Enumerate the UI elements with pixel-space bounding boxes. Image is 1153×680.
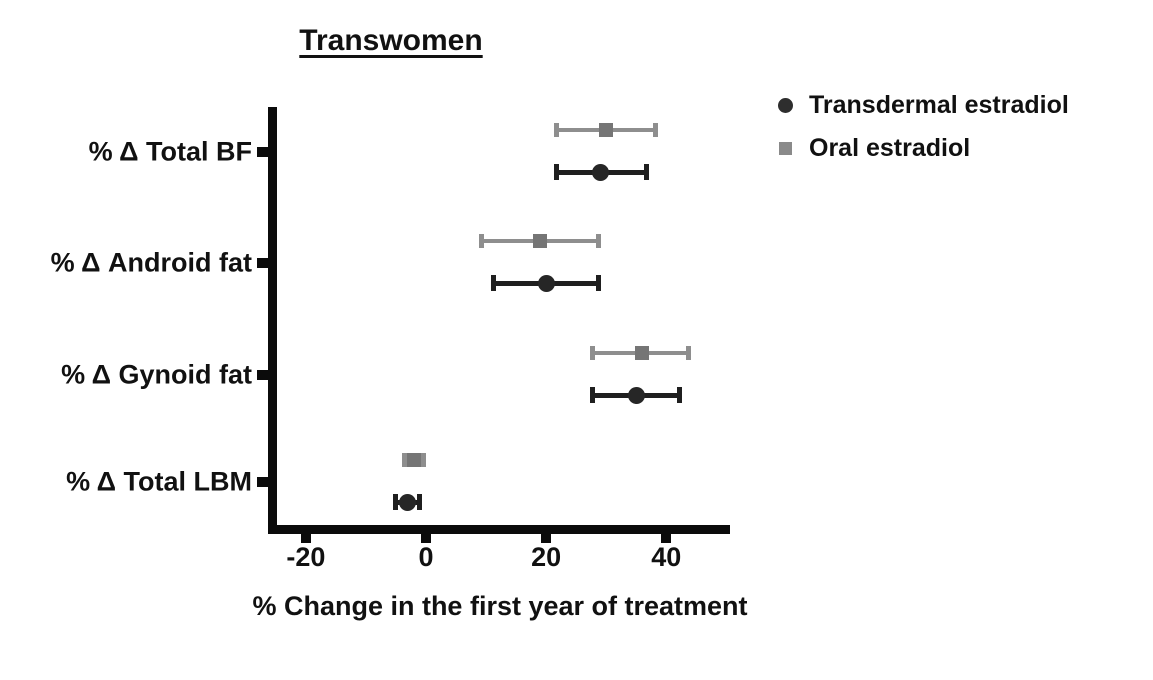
x-tick-label: 20 [531, 542, 562, 572]
error-bar-cap-left [401, 453, 407, 467]
data-marker-square [599, 123, 614, 137]
data-marker-square [406, 453, 421, 467]
error-bar-cap-left [491, 275, 497, 291]
category-label: % Δ Total BF [88, 136, 252, 167]
error-bar-cap-right [421, 453, 427, 467]
legend-item-transdermal-estradiol: Transdermal estradiol [778, 84, 1069, 127]
data-marker-circle [537, 274, 555, 292]
data-marker-square [635, 346, 650, 360]
y-tick [257, 147, 268, 157]
error-bar-cap-right [677, 387, 683, 403]
square-marker-icon [779, 142, 792, 155]
x-axis-title: % Change in the first year of treatment [252, 591, 748, 621]
chart-title: Transwomen [299, 24, 483, 57]
legend-label: Oral estradiol [809, 134, 971, 162]
legend-item-oral-estradiol: Oral estradiol [778, 127, 1069, 170]
data-marker-circle [591, 163, 609, 181]
legend: Transdermal estradiol Oral estradiol [778, 84, 1069, 170]
y-tick [257, 258, 268, 268]
category-label: % Δ Total LBM [66, 466, 252, 497]
error-bar-cap-left [590, 346, 596, 360]
x-tick-label: 40 [651, 542, 682, 572]
data-marker-circle [627, 386, 645, 404]
error-bar-cap-right [644, 164, 650, 180]
x-tick-label: 0 [418, 542, 434, 572]
legend-label: Transdermal estradiol [809, 91, 1069, 119]
error-bar-cap-left [393, 494, 399, 510]
error-bar-cap-left [479, 234, 485, 248]
error-bar-cap-left [590, 387, 596, 403]
error-bar-cap-left [554, 164, 560, 180]
x-tick [421, 534, 431, 543]
category-label: % Δ Android fat [50, 247, 252, 278]
y-tick [257, 477, 268, 487]
y-tick [257, 370, 268, 380]
error-bar-cap-right [596, 275, 602, 291]
x-axis [268, 525, 730, 534]
x-tick [300, 534, 311, 543]
circle-marker-icon [778, 98, 793, 113]
error-bar-cap-left [554, 123, 560, 137]
error-bar-cap-right [686, 346, 692, 360]
y-axis [268, 107, 277, 534]
error-bar-cap-right [417, 494, 423, 510]
data-marker-square [533, 234, 548, 248]
error-bar-cap-right [653, 123, 659, 137]
x-tick [661, 534, 672, 543]
category-label: % Δ Gynoid fat [61, 359, 252, 390]
x-tick-label: -20 [286, 542, 326, 572]
data-marker-circle [399, 493, 417, 511]
error-bar-cap-right [596, 234, 602, 248]
x-tick [541, 534, 552, 543]
